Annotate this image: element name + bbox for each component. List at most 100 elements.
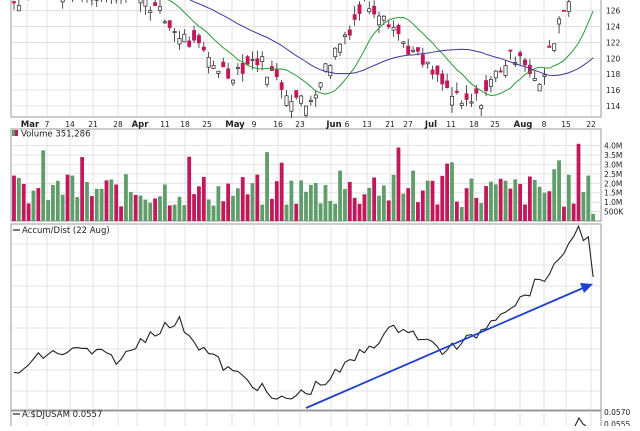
candle-body <box>416 48 419 52</box>
volume-bar <box>348 182 352 221</box>
x-tick-label: 9 <box>252 120 257 129</box>
candle-body <box>329 65 332 75</box>
volume-bar <box>168 205 172 221</box>
volume-bar <box>90 196 94 221</box>
volume-bar <box>61 195 65 221</box>
volume-bar <box>32 191 36 221</box>
candle-body <box>251 59 254 60</box>
candle-body <box>227 69 230 78</box>
volume-bar <box>114 185 118 221</box>
volume-tick-label: 3.0M <box>604 160 622 169</box>
candle-body <box>300 96 303 103</box>
volume-bar <box>41 150 45 221</box>
volume-bar <box>591 214 595 221</box>
volume-bar <box>17 178 21 221</box>
volume-bar <box>148 203 152 221</box>
x-tick-label: 21 <box>88 120 98 129</box>
volume-bar <box>85 182 89 221</box>
volume-bar <box>518 184 522 221</box>
price-tick-label: 124 <box>606 23 621 32</box>
volume-tick-label: 500K <box>604 208 624 217</box>
candle-body <box>480 106 483 109</box>
volume-bar <box>538 187 542 221</box>
x-tick-label: Jun <box>325 120 341 130</box>
volume-bar <box>358 204 362 221</box>
candle-body <box>538 84 541 91</box>
volume-bar <box>324 185 328 221</box>
volume-bar <box>474 198 478 221</box>
volume-bar <box>212 206 216 221</box>
volume-bar <box>484 186 488 221</box>
volume-bar <box>436 204 440 221</box>
x-tick-label: 28 <box>113 120 123 129</box>
x-tick-label: 6 <box>345 120 350 129</box>
x-tick-label: 18 <box>180 120 190 129</box>
candle-body <box>562 10 565 11</box>
volume-bar <box>582 192 586 221</box>
volume-bar <box>494 184 498 221</box>
volume-bar <box>392 175 396 221</box>
candle-body <box>553 44 556 51</box>
volume-bar <box>353 198 357 221</box>
volume-bar <box>153 198 157 221</box>
candle-body <box>358 5 361 14</box>
candle-body <box>397 25 400 33</box>
volume-bar <box>221 201 225 221</box>
volume-bar <box>12 176 16 221</box>
volume-bar <box>207 199 211 221</box>
volume-bar <box>528 176 532 221</box>
candle-body <box>178 39 181 44</box>
candle-body <box>382 16 385 20</box>
candle-body <box>275 69 278 77</box>
candle-body <box>295 90 298 97</box>
candle-body <box>236 67 239 68</box>
volume-bar <box>197 186 201 221</box>
price-tick-label: 114 <box>606 102 621 111</box>
volume-bar <box>328 201 332 221</box>
candle-body <box>338 44 341 52</box>
candle-body <box>309 100 312 101</box>
rs-tick-label: 0.0570 <box>604 408 630 417</box>
candle-body <box>446 81 449 88</box>
candle-body <box>212 65 215 68</box>
volume-bar <box>217 186 221 221</box>
volume-bar <box>299 180 303 221</box>
candle-body <box>475 89 478 94</box>
volume-bar <box>173 205 177 221</box>
volume-bar <box>372 178 376 222</box>
volume-bar <box>562 207 566 221</box>
candle-body <box>304 106 307 115</box>
volume-bar <box>163 185 167 221</box>
volume-bar <box>241 177 245 221</box>
candle-body <box>246 57 249 65</box>
candle-body <box>256 59 259 65</box>
volume-bar <box>572 204 576 221</box>
volume-bar <box>134 195 138 221</box>
volume-tick-label: 3.5M <box>604 151 622 160</box>
volume-bar <box>377 196 381 221</box>
volume-bar <box>294 204 298 221</box>
x-tick-label: 13 <box>362 120 372 129</box>
volume-bar <box>226 184 230 221</box>
x-tick-label: 25 <box>202 120 212 129</box>
candle-body <box>163 22 166 23</box>
x-tick-label: 7 <box>45 120 50 129</box>
candle-body <box>231 80 234 83</box>
candle-body <box>470 102 473 103</box>
accum-dist-label: Accum/Dist (22 Aug) <box>22 226 110 236</box>
volume-bar <box>251 183 255 221</box>
volume-bar <box>46 200 50 221</box>
x-tick-label: 11 <box>446 120 456 129</box>
candle-body <box>373 6 376 14</box>
x-tick-label: 14 <box>65 120 75 129</box>
candle-body <box>324 64 327 71</box>
volume-bar <box>401 194 405 221</box>
volume-bar <box>56 181 60 221</box>
volume-bar <box>202 177 206 221</box>
candle-body <box>319 83 322 87</box>
candle-body <box>489 79 492 86</box>
volume-bar <box>80 157 84 221</box>
